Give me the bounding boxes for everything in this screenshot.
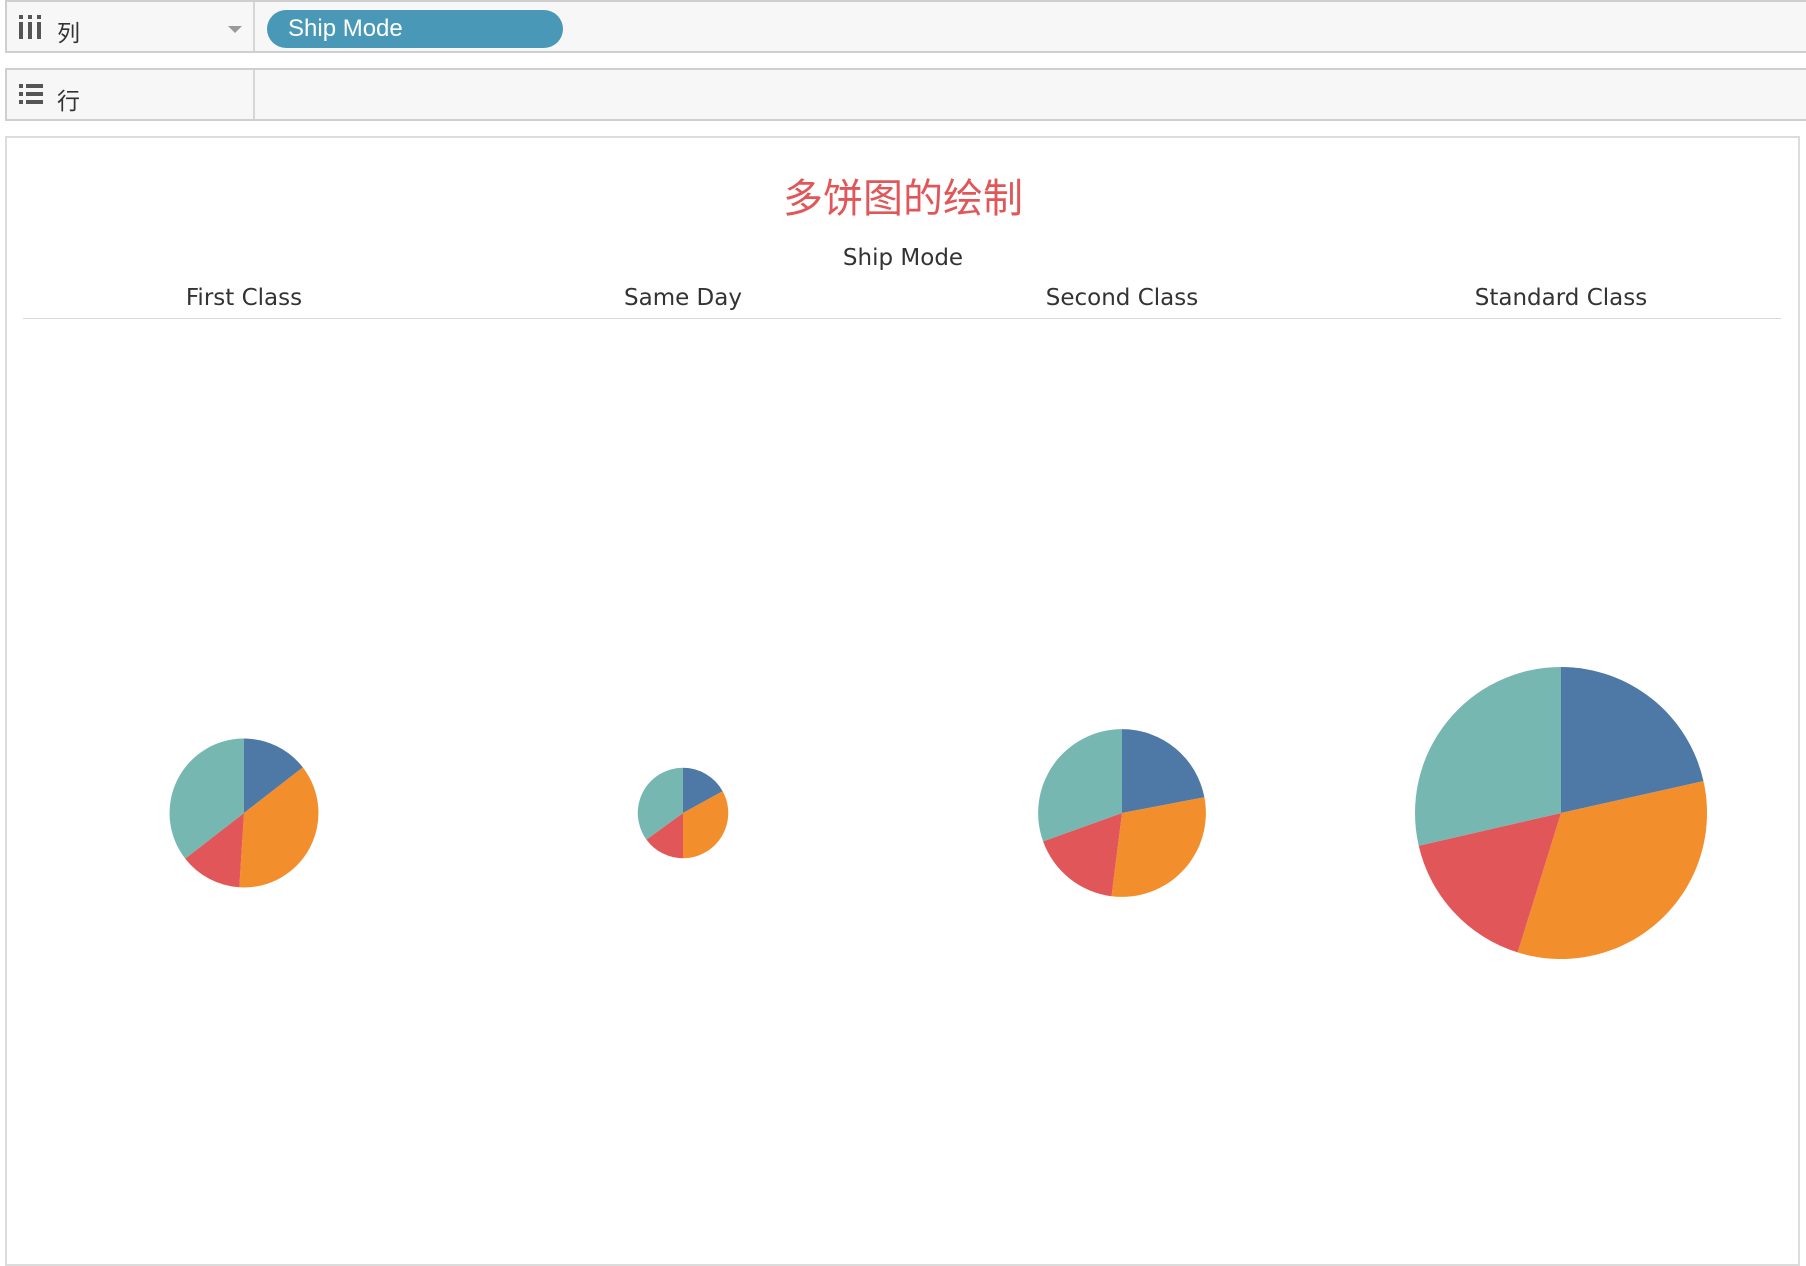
columns-icon (18, 14, 42, 44)
ship-mode-pill[interactable]: Ship Mode (267, 10, 563, 48)
column-header-second-class[interactable]: Second Class (1045, 285, 1199, 311)
pie-slice[interactable] (169, 738, 244, 859)
pie-slice[interactable] (683, 791, 729, 859)
column-header-standard-class[interactable]: Standard Class (1474, 285, 1648, 311)
pie-slice[interactable] (1122, 729, 1205, 813)
pie-slice[interactable] (1561, 667, 1704, 813)
pie-slice[interactable] (1418, 813, 1561, 953)
column-header-same-day[interactable]: Same Day (624, 285, 742, 311)
pie-slice[interactable] (1043, 813, 1122, 897)
rows-shelf-label[interactable]: 行 (7, 70, 255, 119)
pie-second-class[interactable] (1038, 729, 1206, 897)
pie-slice[interactable] (1038, 729, 1122, 842)
pie-same-day[interactable] (637, 767, 729, 859)
pie-slice[interactable] (1415, 666, 1561, 846)
columns-shelf[interactable]: 列 Ship Mode (5, 0, 1806, 53)
pie-slice[interactable] (244, 738, 303, 813)
pie-slice[interactable] (683, 767, 723, 813)
columns-shelf-title: 列 (57, 21, 80, 47)
column-field-header: Ship Mode (842, 245, 964, 271)
pie-slice[interactable] (646, 813, 683, 859)
chevron-down-icon[interactable] (228, 26, 242, 33)
pie-slice[interactable] (1111, 797, 1206, 897)
pie-slice[interactable] (185, 813, 244, 888)
rows-shelf[interactable]: 行 (5, 68, 1806, 121)
columns-shelf-label[interactable]: 列 (7, 2, 255, 51)
pie-standard-class[interactable] (1415, 666, 1707, 959)
header-divider (23, 318, 1781, 319)
pie-slice[interactable] (1517, 781, 1707, 959)
column-header-first-class[interactable]: First Class (185, 285, 303, 311)
pie-slice[interactable] (637, 767, 683, 840)
pie-slice[interactable] (239, 767, 319, 888)
chart-title: 多饼图的绘制 (783, 176, 1023, 222)
rows-shelf-title: 行 (57, 89, 80, 115)
pie-first-class[interactable] (169, 738, 319, 888)
rows-icon (18, 82, 44, 110)
